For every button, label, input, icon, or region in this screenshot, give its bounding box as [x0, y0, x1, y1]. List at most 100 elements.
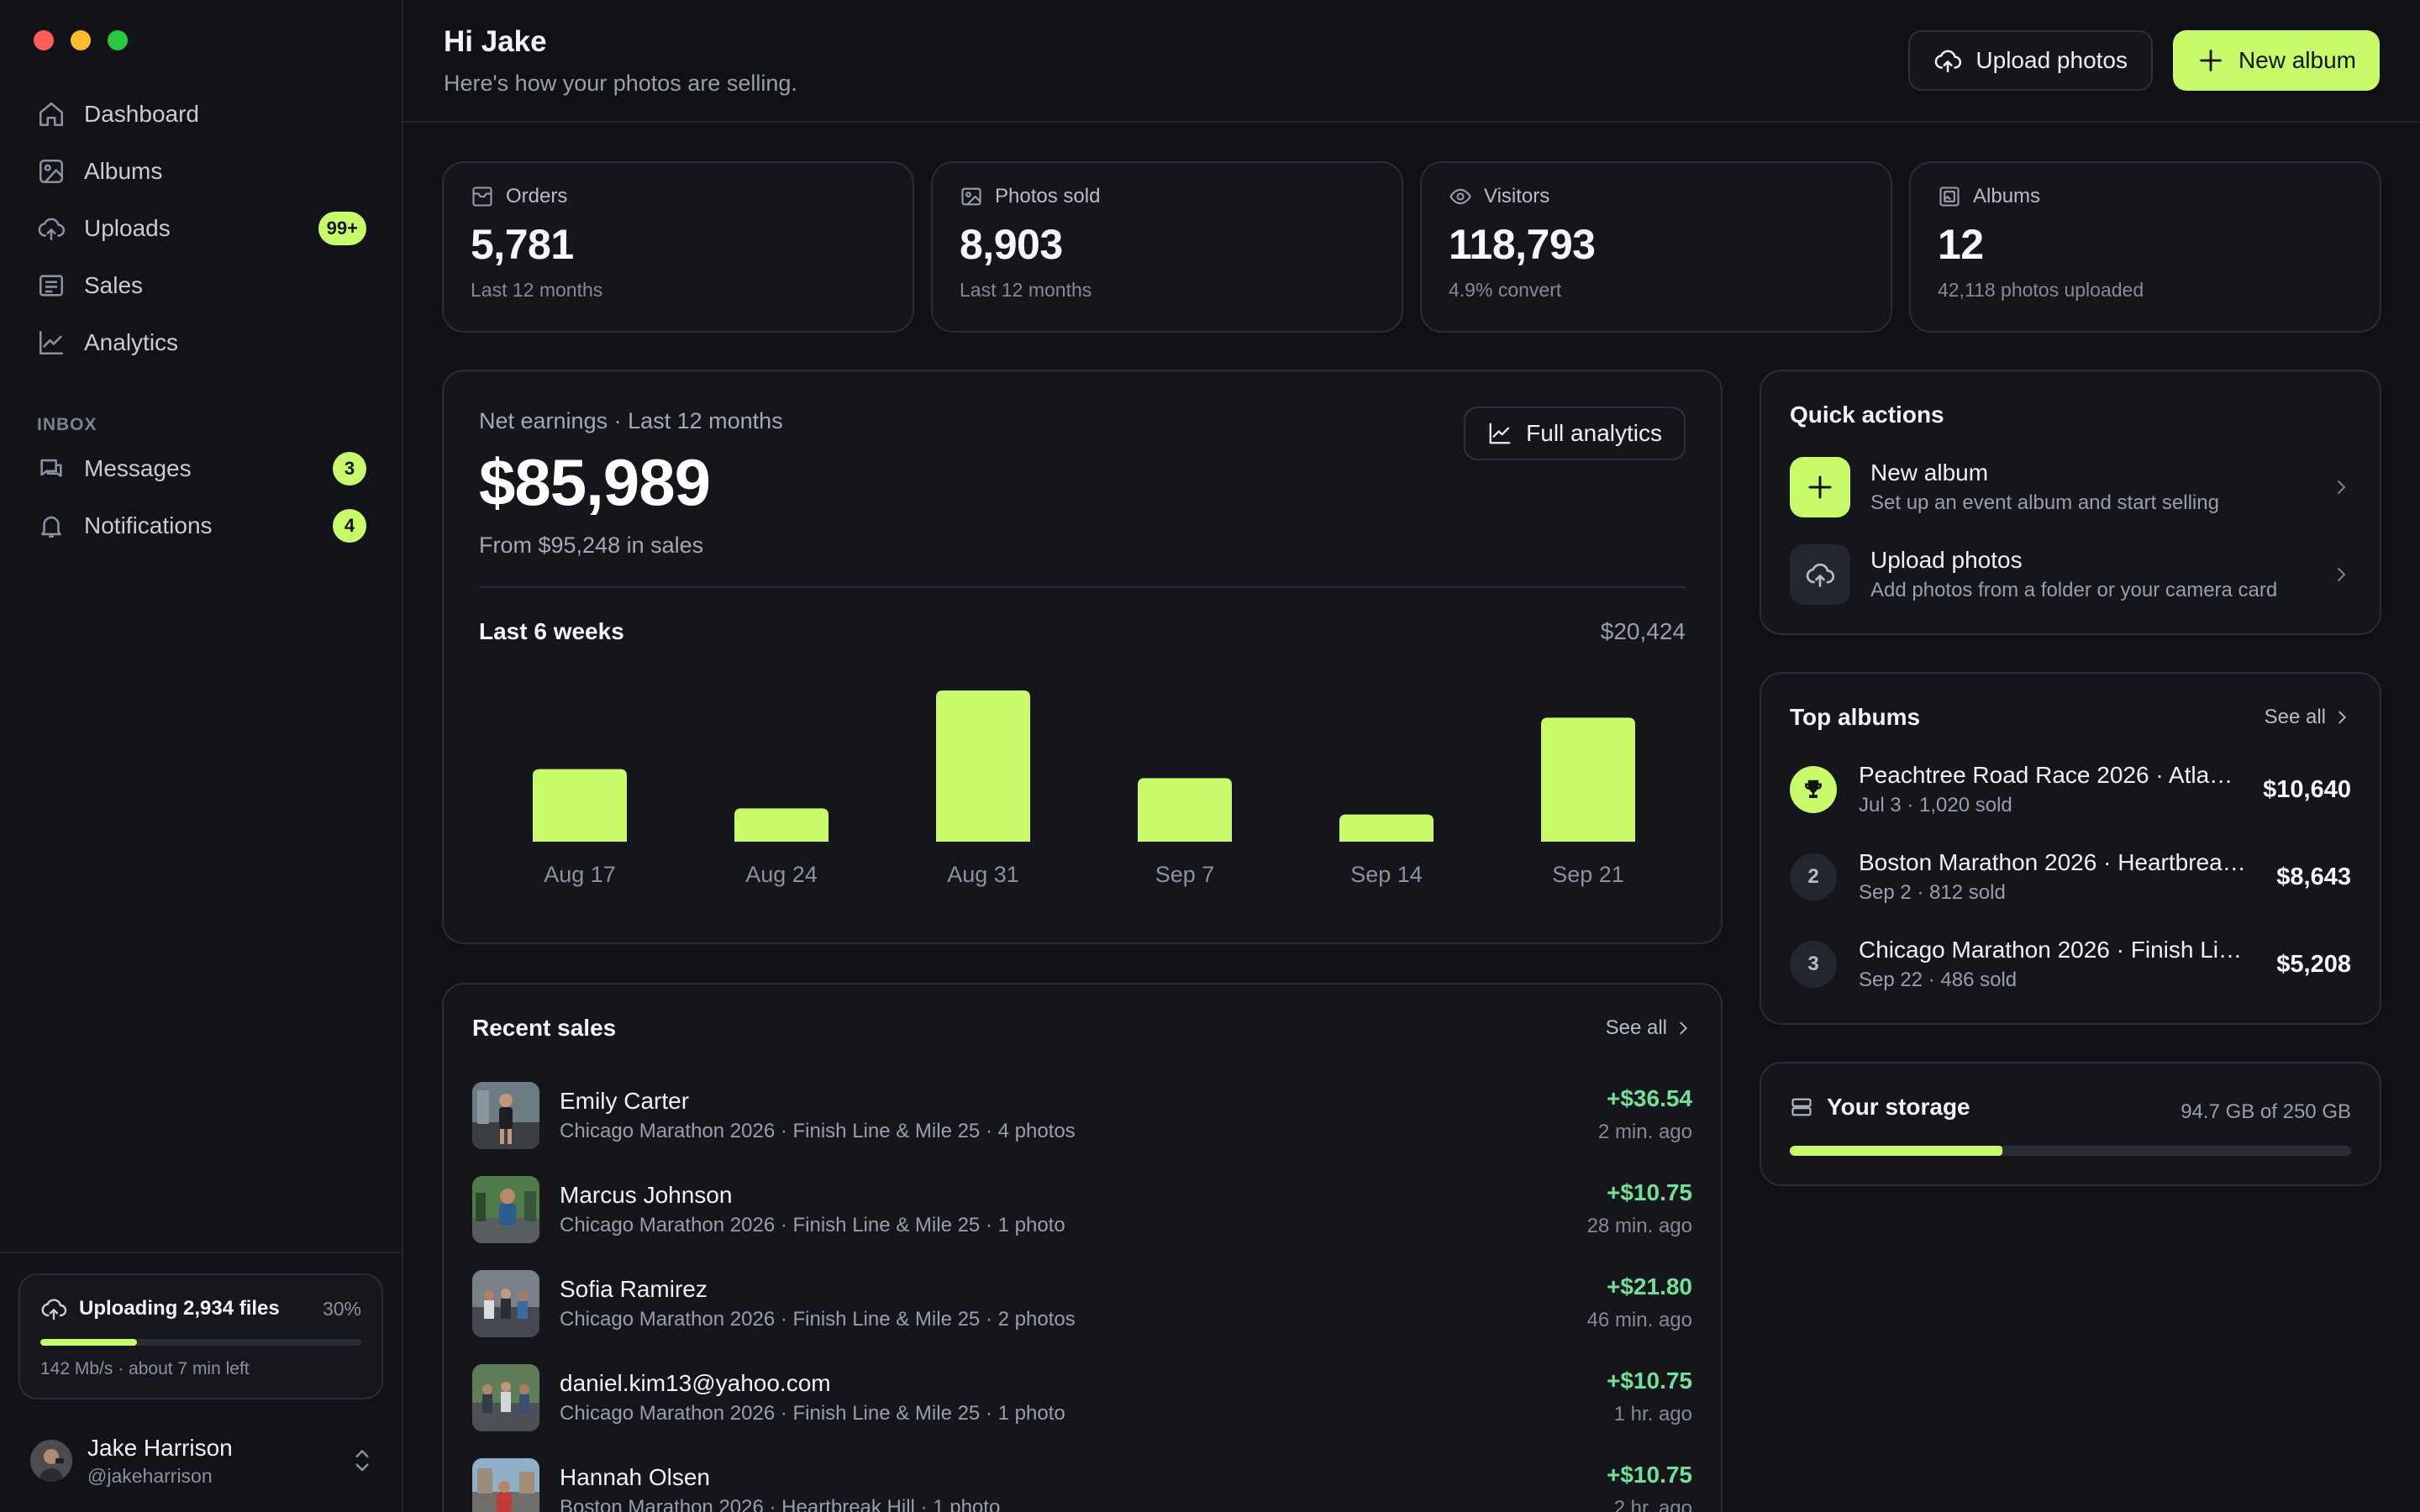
sidebar-item-label: Analytics: [84, 329, 179, 355]
sidebar-item-sales[interactable]: Sales: [17, 257, 387, 314]
stat-sub: Last 12 months: [960, 279, 1092, 301]
plus-icon: [2196, 46, 2225, 75]
page-subtitle: Here's how your photos are selling.: [444, 71, 797, 96]
album-icon: [1938, 185, 1961, 208]
sale-photo-thumbnail: [472, 1458, 539, 1512]
sidebar-item-dashboard[interactable]: Dashboard: [17, 86, 387, 143]
user-menu[interactable]: Jake Harrison @jakeharrison: [30, 1431, 375, 1490]
full-analytics-button[interactable]: Full analytics: [1464, 407, 1686, 460]
table-row[interactable]: Sofia Ramirez Chicago Marathon 2026 · Fi…: [472, 1257, 1692, 1351]
chart-bar[interactable]: [1339, 814, 1434, 842]
top-albums-title: Top albums: [1790, 704, 1921, 730]
new-album-button[interactable]: New album: [2172, 30, 2380, 91]
sale-time: 2 hr. ago: [1613, 1497, 1692, 1512]
sale-description: Chicago Marathon 2026 · Finish Line & Mi…: [560, 1120, 1076, 1142]
quick-action-new-album[interactable]: New album Set up an event album and star…: [1790, 455, 2351, 519]
sidebar-item-notifications[interactable]: Notifications 4: [17, 497, 387, 554]
line-chart-icon: [37, 328, 66, 357]
home-icon: [37, 100, 66, 129]
chart-bar[interactable]: [533, 769, 627, 842]
list-item[interactable]: 3 Chicago Marathon 2026 · Finish Li… Sep…: [1790, 931, 2351, 998]
earnings-from: From $95,248 in sales: [479, 533, 704, 558]
sale-description: Chicago Marathon 2026 · Finish Line & Mi…: [560, 1214, 1065, 1236]
list-item[interactable]: 2 Boston Marathon 2026 · Heartbrea… Sep …: [1790, 843, 2351, 911]
eye-icon: [1449, 185, 1472, 208]
buyer-name: Sofia Ramirez: [560, 1276, 708, 1302]
buyer-name: Emily Carter: [560, 1088, 690, 1114]
new-album-label: New album: [2238, 47, 2356, 73]
sidebar-item-analytics[interactable]: Analytics: [17, 314, 387, 371]
sale-amount: +$36.54: [1607, 1085, 1692, 1111]
table-row[interactable]: Marcus Johnson Chicago Marathon 2026 · F…: [472, 1163, 1692, 1257]
top-albums-card: Top albums See all Peachtree Road Race 2…: [1760, 672, 2381, 1025]
sidebar-item-messages[interactable]: Messages 3: [17, 440, 387, 497]
chart-bar[interactable]: [734, 808, 829, 842]
earnings-bar-chart: Aug 17 Aug 24 Aug 31 Sep 7 Sep 14 Sep 21: [533, 690, 1635, 887]
upload-progress-card[interactable]: Uploading 2,934 files 30% 142 Mb/s · abo…: [18, 1273, 383, 1399]
earnings-amount: $85,989: [479, 445, 711, 519]
upload-title: Uploading 2,934 files: [79, 1297, 280, 1320]
storage-used: 94.7 GB of 250 GB: [2181, 1100, 2351, 1123]
upload-progress-fill: [40, 1339, 137, 1346]
recent-sales-list: Emily Carter Chicago Marathon 2026 · Fin…: [472, 1068, 1692, 1512]
sidebar-item-uploads[interactable]: Uploads 99+: [17, 200, 387, 257]
cloud-upload-icon: [1933, 46, 1962, 75]
quick-action-desc: Set up an event album and start selling: [1870, 491, 2219, 514]
quick-action-upload-photos[interactable]: Upload photos Add photos from a folder o…: [1790, 543, 2351, 606]
rank-badge: 3: [1790, 941, 1837, 988]
sale-photo-thumbnail: [472, 1082, 539, 1149]
table-row[interactable]: Hannah Olsen Boston Marathon 2026 · Hear…: [472, 1445, 1692, 1512]
upload-photos-label: Upload photos: [1975, 47, 2128, 73]
page-header: Hi Jake Here's how your photos are selli…: [403, 0, 2420, 123]
cloud-upload-icon: [1805, 559, 1835, 590]
upload-percent: 30%: [322, 1297, 361, 1320]
quick-action-title: Upload photos: [1870, 547, 2023, 573]
list-item[interactable]: Peachtree Road Race 2026 · Atla… Jul 3 ·…: [1790, 756, 2351, 823]
sidebar-item-label: Messages: [84, 455, 192, 481]
sale-description: Chicago Marathon 2026 · Finish Line & Mi…: [560, 1402, 1065, 1425]
album-meta: Sep 22 · 486 sold: [1859, 969, 2018, 991]
sale-time: 1 hr. ago: [1613, 1403, 1692, 1425]
chart-bar[interactable]: [1541, 717, 1635, 842]
album-title: Peachtree Road Race 2026 · Atla…: [1859, 762, 2233, 788]
sale-amount: +$10.75: [1607, 1462, 1692, 1488]
chart-bar[interactable]: [936, 690, 1030, 842]
sale-photo-thumbnail: [472, 1176, 539, 1243]
sidebar-item-label: Sales: [84, 272, 144, 298]
chart-x-tick-label: Aug 24: [745, 862, 818, 887]
user-handle: @jakeharrison: [87, 1464, 213, 1487]
chevron-up-down-icon[interactable]: [350, 1445, 375, 1477]
earnings-card: Net earnings · Last 12 months $85,989 Fr…: [442, 370, 1723, 944]
stat-label: Visitors: [1484, 185, 1550, 207]
sidebar-footer: Uploading 2,934 files 30% 142 Mb/s · abo…: [0, 1252, 402, 1512]
close-window-button[interactable]: [34, 30, 54, 50]
stat-value: 118,793: [1449, 221, 1596, 268]
chart-x-tick-label: Sep 14: [1350, 862, 1423, 887]
album-title: Boston Marathon 2026 · Heartbrea…: [1859, 849, 2246, 875]
chart-bar[interactable]: [1138, 778, 1232, 842]
minimize-window-button[interactable]: [71, 30, 91, 50]
top-albums-see-all[interactable]: See all: [2265, 706, 2351, 729]
plus-icon: [1805, 472, 1835, 502]
buyer-name: daniel.kim13@yahoo.com: [560, 1370, 831, 1396]
table-row[interactable]: daniel.kim13@yahoo.com Chicago Marathon …: [472, 1351, 1692, 1445]
sidebar-item-albums[interactable]: Albums: [17, 143, 387, 200]
quick-action-icon-box: [1790, 457, 1850, 517]
stat-sub: 4.9% convert: [1449, 279, 1562, 301]
stat-label: Photos sold: [995, 185, 1101, 207]
trophy-icon: [1801, 777, 1826, 802]
zoom-window-button[interactable]: [108, 30, 128, 50]
table-row[interactable]: Emily Carter Chicago Marathon 2026 · Fin…: [472, 1068, 1692, 1163]
stat-value: 8,903: [960, 221, 1063, 268]
stat-value: 12: [1938, 221, 1984, 268]
receipt-icon: [37, 271, 66, 300]
upload-photos-button[interactable]: Upload photos: [1908, 30, 2153, 91]
see-all-label: See all: [1605, 1016, 1667, 1039]
sale-amount: +$10.75: [1607, 1368, 1692, 1394]
upload-progress-bar: [40, 1339, 361, 1346]
recent-sales-card: Recent sales See all Emily Carter Chicag…: [442, 983, 1723, 1512]
chart-x-tick-label: Sep 21: [1552, 862, 1624, 887]
stat-card-albums: Albums 12 42,118 photos uploaded: [1909, 161, 2381, 333]
recent-sales-see-all[interactable]: See all: [1606, 1016, 1692, 1040]
bell-icon: [37, 512, 66, 540]
